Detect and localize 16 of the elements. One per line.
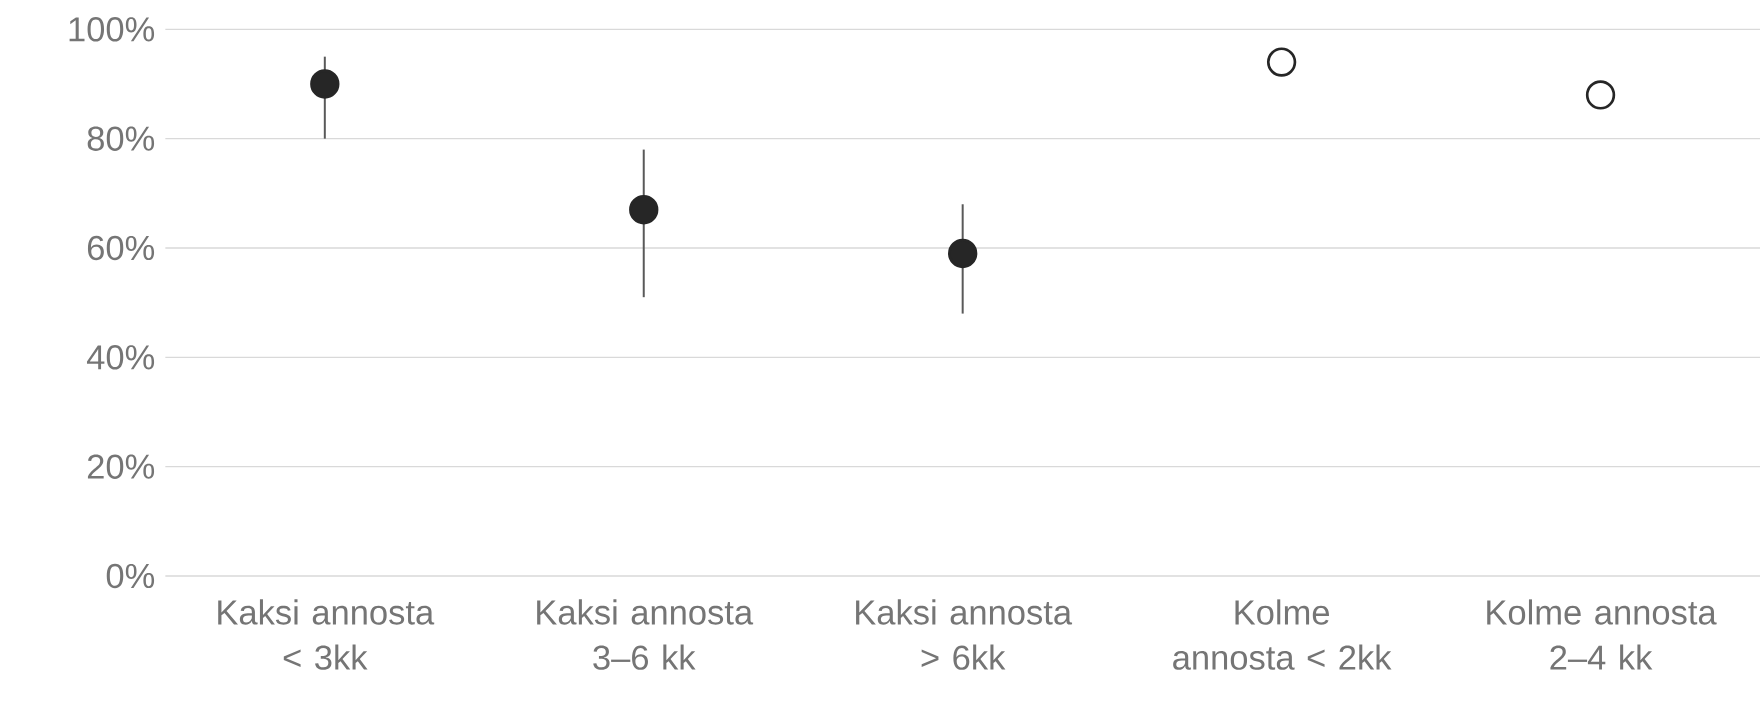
- point: [310, 69, 340, 99]
- y-tick-label: 0%: [106, 563, 155, 589]
- x-tick-label: Kolme annosta 2–4 kk: [1487, 599, 1717, 670]
- point: [948, 238, 978, 269]
- y-tick-label: 60%: [87, 235, 155, 261]
- point: [629, 195, 659, 225]
- x-tick-label: Kaksi annosta 3–6 kk: [537, 599, 754, 671]
- x-tick-label: Kaksi annosta > 6kk: [856, 599, 1073, 671]
- y-tick-label: 20%: [87, 454, 155, 480]
- y-tick-label: 80%: [87, 126, 155, 152]
- x-tick-label: Kaksi annosta < 3kk: [218, 599, 435, 671]
- y-tick-label: 100%: [69, 17, 155, 42]
- point: [1266, 47, 1297, 77]
- x-tick-label: Kolme annosta < 2kk: [1173, 599, 1392, 671]
- point: [1585, 80, 1616, 110]
- y-tick-label: 40%: [86, 345, 155, 370]
